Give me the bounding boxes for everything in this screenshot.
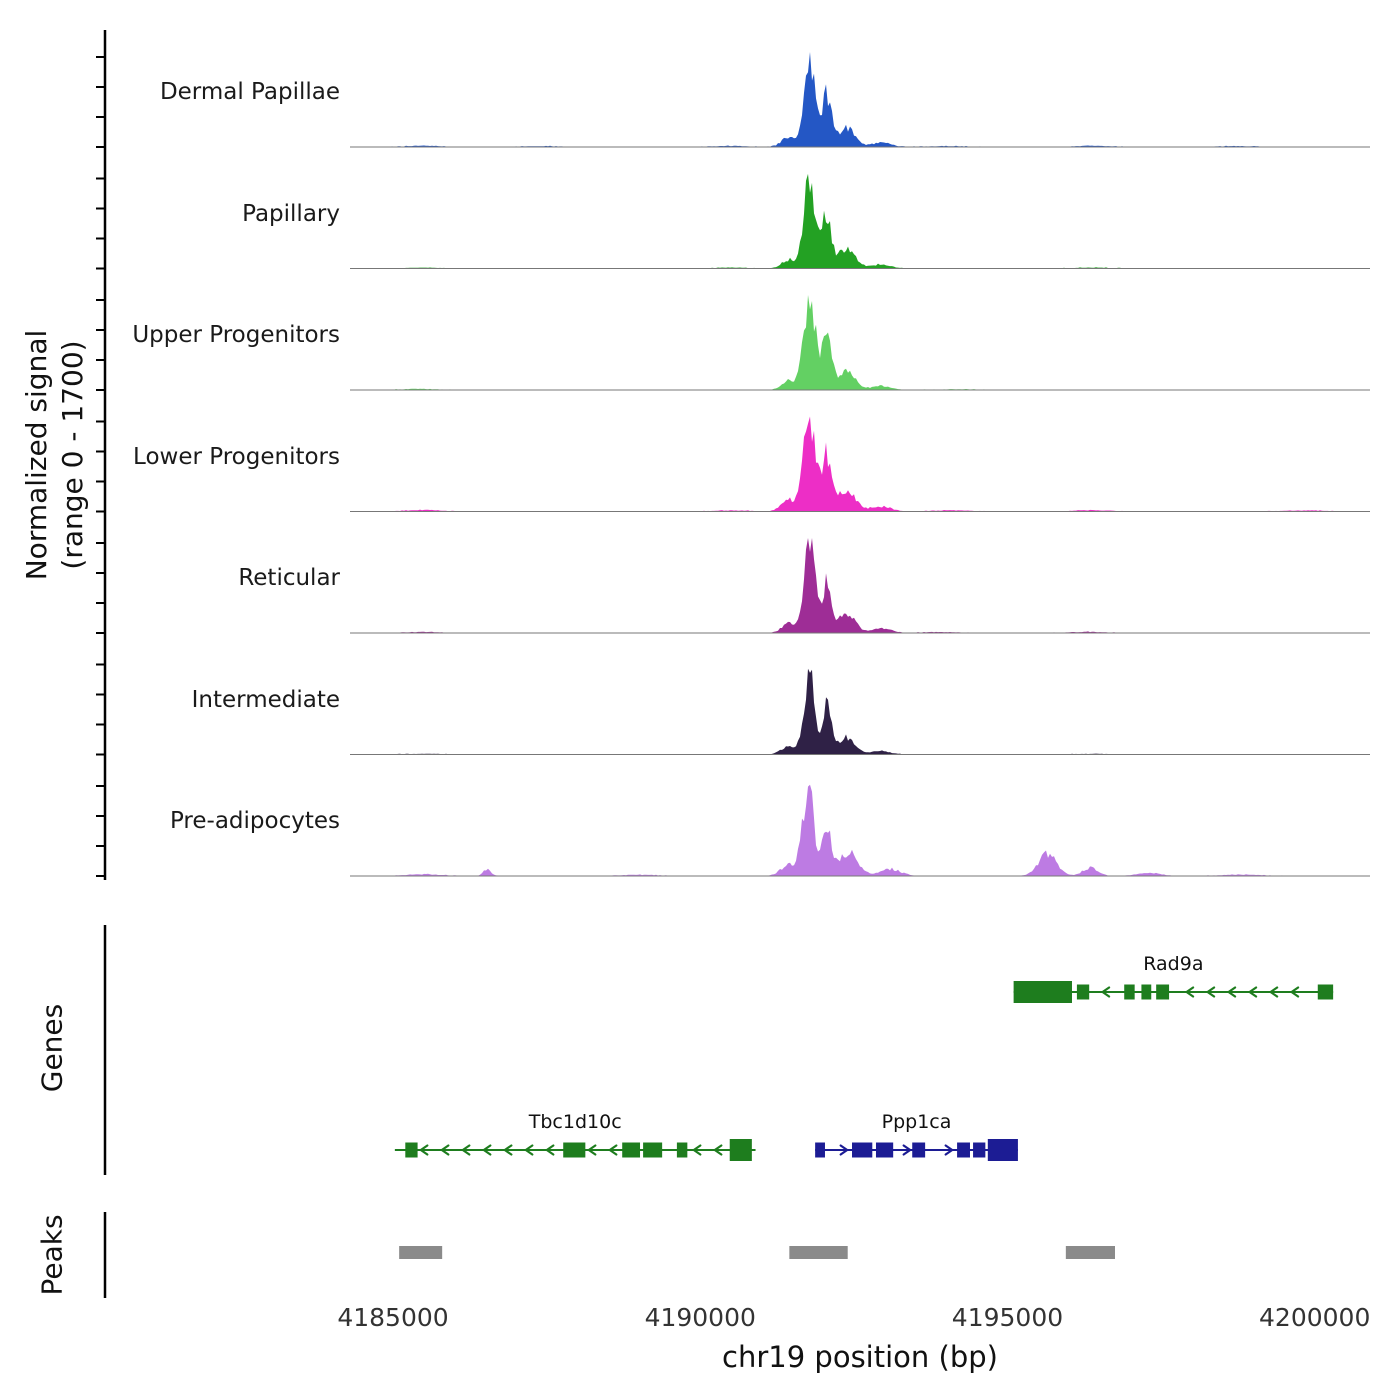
signal-area-lower-progenitors <box>350 416 1370 512</box>
exon-box-ppp1ca <box>815 1142 825 1158</box>
x-tick-label-4195000: 4195000 <box>952 1303 1063 1332</box>
strand-arrow-icon <box>460 1144 471 1156</box>
track-label-intermediate: Intermediate <box>191 687 340 713</box>
x-tick-label-4200000: 4200000 <box>1259 1303 1370 1332</box>
strand-arrow-icon <box>544 1144 555 1156</box>
track-label-dermal-papillae: Dermal Papillae <box>159 79 340 105</box>
x-axis-title: chr19 position (bp) <box>722 1340 998 1374</box>
strand-arrow-icon <box>902 1144 913 1156</box>
x-tick-label-4190000: 4190000 <box>645 1303 756 1332</box>
exon-box-rad9a <box>1013 981 1072 1003</box>
strand-arrow-icon <box>502 1144 513 1156</box>
peak-region-box <box>1065 1246 1115 1259</box>
exon-box-tbc1d10c <box>622 1142 641 1158</box>
track-label-lower-progenitors: Lower Progenitors <box>133 444 340 470</box>
exon-box-tbc1d10c <box>676 1142 688 1158</box>
signal-area-reticular <box>350 538 1370 633</box>
signal-area-dermal-papillae <box>350 52 1370 147</box>
exon-box-ppp1ca <box>852 1142 873 1158</box>
x-tick-label-4185000: 4185000 <box>337 1303 448 1332</box>
exon-box-tbc1d10c <box>643 1142 663 1158</box>
peak-region-box <box>789 1246 848 1259</box>
exon-box-rad9a <box>1076 984 1090 1000</box>
signal-area-intermediate <box>350 668 1370 755</box>
exon-box-ppp1ca <box>957 1142 970 1158</box>
track-label-upper-progenitors: Upper Progenitors <box>132 322 340 348</box>
strand-arrow-icon <box>712 1144 723 1156</box>
strand-arrow-icon <box>607 1144 618 1156</box>
strand-arrow-icon <box>1289 986 1300 998</box>
exon-box-rad9a <box>1317 984 1334 1000</box>
strand-arrow-icon <box>944 1144 955 1156</box>
strand-arrow-icon <box>839 1144 850 1156</box>
track-label-pre-adipocytes: Pre-adipocytes <box>169 808 340 834</box>
strand-arrow-icon <box>691 1144 702 1156</box>
signal-area-pre-adipocytes <box>350 784 1370 876</box>
strand-arrow-icon <box>1226 986 1237 998</box>
exon-box-tbc1d10c <box>729 1139 752 1161</box>
strand-arrow-icon <box>586 1144 597 1156</box>
strand-arrow-icon <box>1205 986 1216 998</box>
gene-label-ppp1ca: Ppp1ca <box>882 1111 952 1133</box>
exon-box-tbc1d10c <box>563 1142 586 1158</box>
exon-box-ppp1ca <box>875 1142 894 1158</box>
track-label-papillary: Papillary <box>242 201 340 227</box>
strand-arrow-icon <box>1247 986 1258 998</box>
strand-arrow-icon <box>1184 986 1195 998</box>
peak-region-box <box>399 1246 443 1259</box>
signal-area-upper-progenitors <box>350 295 1370 390</box>
gene-label-rad9a: Rad9a <box>1143 953 1203 975</box>
exon-box-rad9a <box>1141 984 1152 1000</box>
strand-arrow-icon <box>481 1144 492 1156</box>
exon-box-tbc1d10c <box>405 1142 418 1158</box>
track-label-reticular: Reticular <box>238 565 340 591</box>
exon-box-ppp1ca <box>912 1142 926 1158</box>
signal-area-papillary <box>350 173 1370 269</box>
strand-arrow-icon <box>439 1144 450 1156</box>
exon-box-rad9a <box>1156 984 1170 1000</box>
exon-box-ppp1ca <box>987 1139 1018 1161</box>
strand-arrow-icon <box>418 1144 429 1156</box>
exon-box-ppp1ca <box>973 1142 986 1158</box>
strand-arrow-icon <box>1268 986 1279 998</box>
strand-arrow-icon <box>523 1144 534 1156</box>
gene-label-tbc1d10c: Tbc1d10c <box>528 1111 622 1133</box>
exon-box-rad9a <box>1124 984 1135 1000</box>
strand-arrow-icon <box>1100 986 1111 998</box>
